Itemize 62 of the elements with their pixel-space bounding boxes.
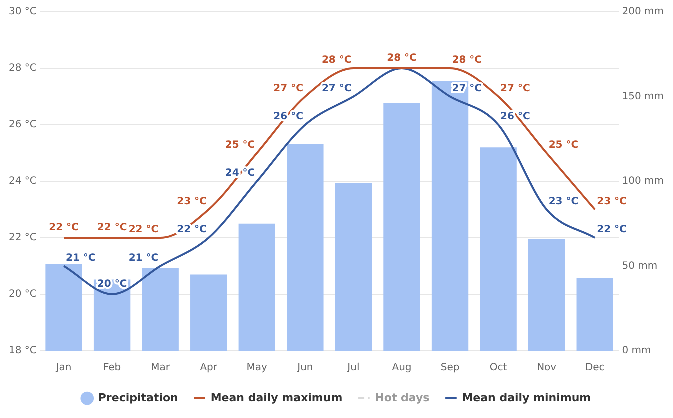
data-label: 27 °C — [322, 83, 352, 94]
bar — [287, 144, 324, 351]
data-label: 27 °C — [500, 83, 530, 94]
data-label: 28 °C — [322, 55, 352, 66]
data-label: 24 °C — [225, 168, 256, 180]
bar — [142, 268, 179, 351]
data-label: 26 °C — [500, 112, 530, 123]
x-tick-label: Apr — [200, 362, 218, 374]
x-tick-label: Dec — [585, 362, 605, 374]
data-label: 22 °C — [97, 222, 128, 234]
data-label: 27 °C — [452, 83, 482, 94]
y2-tick-label: 50 mm — [622, 260, 658, 272]
data-label: 25 °C — [225, 140, 256, 151]
line-series — [63, 68, 596, 239]
y-tick-label: 18 °C — [8, 346, 37, 357]
y-tick-label: 24 °C — [8, 176, 37, 188]
data-label: 23 °C — [548, 196, 579, 208]
bar — [46, 264, 82, 351]
bar — [384, 104, 420, 351]
legend-label: Hot days — [375, 391, 430, 404]
x-tick-label: Aug — [392, 362, 412, 374]
y-tick-label: 20 °C — [8, 289, 37, 300]
data-label: 22 °C — [597, 224, 627, 236]
legend-label: Mean daily maximum — [210, 391, 343, 404]
y-tick-label: 30 °C — [8, 6, 37, 18]
y-tick-label: 26 °C — [8, 120, 37, 131]
bar — [335, 183, 372, 351]
x-tick-label: Oct — [490, 362, 508, 374]
y-tick-label: 22 °C — [8, 232, 37, 244]
bar — [238, 224, 276, 351]
legend-label: Precipitation — [98, 391, 178, 404]
x-tick-label: Jul — [346, 362, 360, 374]
y-tick-label: 28 °C — [8, 63, 37, 74]
data-label: 27 °C — [274, 83, 304, 94]
x-tick-label: Sep — [440, 362, 460, 374]
legend-label: Mean daily minimum — [462, 391, 592, 404]
bar — [528, 239, 566, 351]
y2-tick-label: 100 mm — [622, 176, 664, 188]
data-label: 23 °C — [177, 196, 207, 208]
x-tick-label: May — [246, 362, 268, 374]
x-tick-label: Feb — [103, 362, 122, 374]
x-tick-label: Jun — [296, 362, 314, 374]
y2-tick-label: 200 mm — [622, 6, 664, 18]
line-series — [63, 68, 596, 296]
data-label: 22 °C — [128, 224, 159, 236]
data-label: 23 °C — [597, 196, 627, 208]
data-label: 22 °C — [49, 222, 79, 234]
x-tick-label: Nov — [537, 362, 557, 374]
data-label: 21 °C — [66, 252, 96, 264]
bar — [432, 81, 469, 351]
bar — [480, 148, 517, 351]
data-label: 21 °C — [128, 252, 159, 264]
data-label: 28 °C — [452, 55, 482, 66]
x-tick-label: Jan — [55, 362, 72, 374]
data-label: 28 °C — [387, 53, 417, 64]
data-label: 20 °C — [97, 279, 128, 290]
data-label: 25 °C — [548, 140, 579, 151]
y2-tick-label: 150 mm — [622, 91, 664, 102]
bar — [576, 278, 614, 351]
y2-tick-label: 0 mm — [622, 346, 652, 357]
x-tick-label: Mar — [151, 362, 171, 374]
bar — [190, 274, 228, 351]
